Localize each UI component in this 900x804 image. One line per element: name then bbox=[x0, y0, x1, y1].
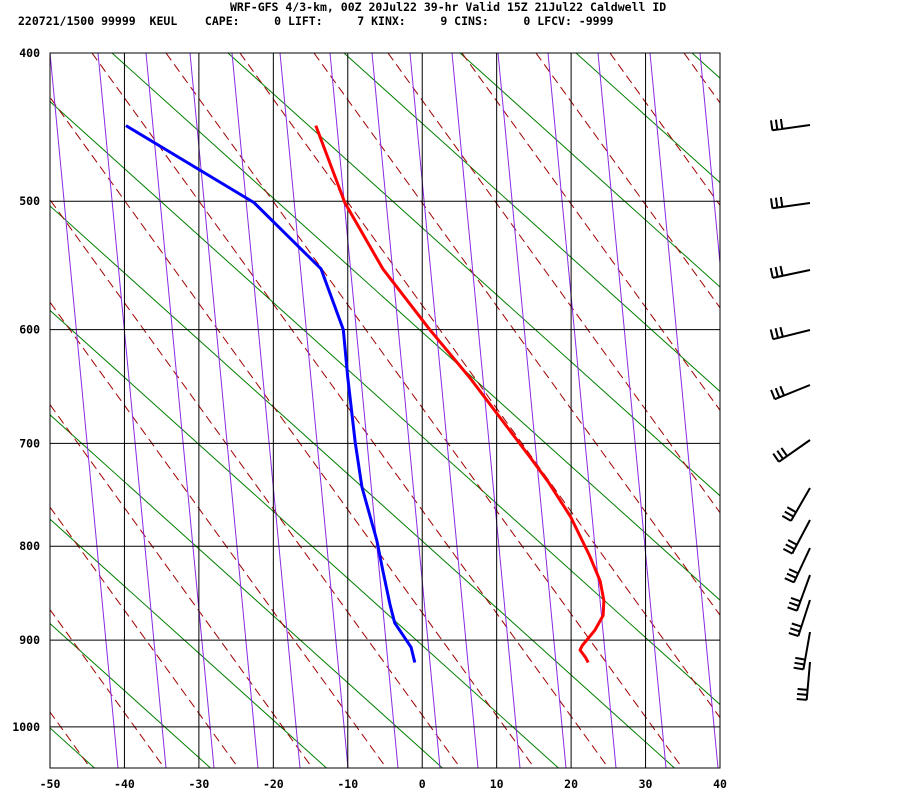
wind-barb bbox=[772, 439, 811, 463]
reference-lines bbox=[0, 53, 900, 773]
plot-frame bbox=[49, 52, 721, 769]
moist-adiabat bbox=[50, 96, 536, 768]
wind-barb bbox=[787, 574, 811, 612]
grid: -50 -40 -30 -20 -10 0 10 20 30 40 400 500 600 700 800 9… bbox=[12, 46, 727, 791]
moist-adiabat bbox=[313, 53, 720, 617]
x-tick-label: 0 bbox=[419, 777, 426, 791]
moist-adiabat bbox=[461, 53, 720, 412]
x-tick-label: -30 bbox=[188, 777, 209, 791]
profile-line bbox=[314, 125, 606, 664]
wind-barb bbox=[796, 661, 811, 701]
mixing-ratio-line bbox=[279, 53, 349, 768]
dry-adiabat bbox=[227, 53, 720, 497]
moist-adiabat bbox=[50, 403, 314, 768]
x-tick-label: -50 bbox=[40, 777, 61, 791]
dry-adiabat bbox=[50, 622, 212, 768]
x-tick-label: -20 bbox=[263, 777, 284, 791]
wind-barb bbox=[788, 599, 811, 638]
x-tick-label: 40 bbox=[713, 777, 727, 791]
dry-adiabat bbox=[50, 309, 560, 768]
moist-adiabat bbox=[239, 53, 720, 719]
dry-adiabat bbox=[50, 414, 444, 768]
mixing-ratio-line bbox=[451, 53, 521, 768]
mixing-ratio-line bbox=[145, 53, 215, 768]
moist-adiabat bbox=[165, 53, 684, 768]
moist-adiabat bbox=[758, 53, 900, 773]
chart-subtitle: 220721/1500 99999 KEUL CAPE: 0 LIFT: 7 K… bbox=[18, 14, 614, 28]
dry-adiabat bbox=[459, 53, 720, 288]
y-tick-label: 900 bbox=[19, 633, 40, 647]
dry-adiabat bbox=[575, 53, 720, 184]
chart-title: WRF-GFS 4/3-km, 00Z 20Jul22 39-hr Valid … bbox=[230, 0, 666, 14]
mixing-ratio-line bbox=[597, 53, 667, 768]
moist-adiabat bbox=[535, 53, 720, 309]
mixing-ratio-line bbox=[649, 53, 719, 768]
y-tick-label: 700 bbox=[19, 436, 40, 450]
wind-barb bbox=[769, 326, 811, 341]
mixing-ratio-line bbox=[497, 53, 567, 768]
mixing-ratio-line bbox=[547, 53, 617, 768]
dry-adiabat bbox=[50, 205, 676, 768]
mixing-ratio-line bbox=[231, 53, 301, 768]
wind-barb bbox=[793, 631, 811, 671]
moist-adiabat bbox=[91, 53, 610, 768]
moist-adiabat bbox=[50, 301, 388, 768]
wind-barb bbox=[784, 547, 811, 584]
moist-adiabat bbox=[50, 711, 92, 768]
moist-adiabat bbox=[609, 53, 720, 207]
y-tick-label: 500 bbox=[19, 194, 40, 208]
dry-adiabat bbox=[343, 53, 720, 393]
y-tick-label: 800 bbox=[19, 539, 40, 553]
x-tick-label: -10 bbox=[337, 777, 358, 791]
wind-barb bbox=[782, 519, 811, 555]
x-tick-label: -40 bbox=[114, 777, 135, 791]
dry-adiabat bbox=[111, 53, 720, 601]
mixing-ratio-line bbox=[50, 53, 119, 768]
mixing-ratio-line bbox=[97, 53, 167, 768]
mixing-ratio-line bbox=[371, 53, 441, 768]
y-tick-label: 400 bbox=[19, 46, 40, 60]
y-tick-label: 600 bbox=[19, 323, 40, 337]
mixing-ratio-line bbox=[189, 53, 259, 768]
mixing-ratio-line bbox=[329, 53, 399, 768]
x-tick-label: 30 bbox=[639, 777, 653, 791]
mixing-ratio-line bbox=[699, 53, 720, 269]
profile-line bbox=[125, 124, 417, 663]
moist-adiabat bbox=[0, 53, 20, 773]
moist-adiabat bbox=[387, 53, 720, 514]
wind-barb bbox=[770, 118, 811, 132]
moist-adiabat bbox=[50, 506, 240, 768]
x-tick-label: 20 bbox=[564, 777, 578, 791]
dry-adiabat bbox=[50, 100, 720, 706]
wind-barb bbox=[769, 265, 811, 279]
wind-barb bbox=[770, 196, 811, 210]
wind-barb bbox=[781, 487, 811, 522]
x-tick-label: 10 bbox=[490, 777, 504, 791]
moist-adiabat bbox=[683, 53, 720, 104]
dry-adiabat bbox=[691, 53, 720, 79]
y-tick-label: 1000 bbox=[12, 720, 40, 734]
wind-barb bbox=[770, 384, 811, 401]
wind-barbs bbox=[769, 118, 811, 701]
mixing-ratio-line bbox=[409, 53, 479, 768]
